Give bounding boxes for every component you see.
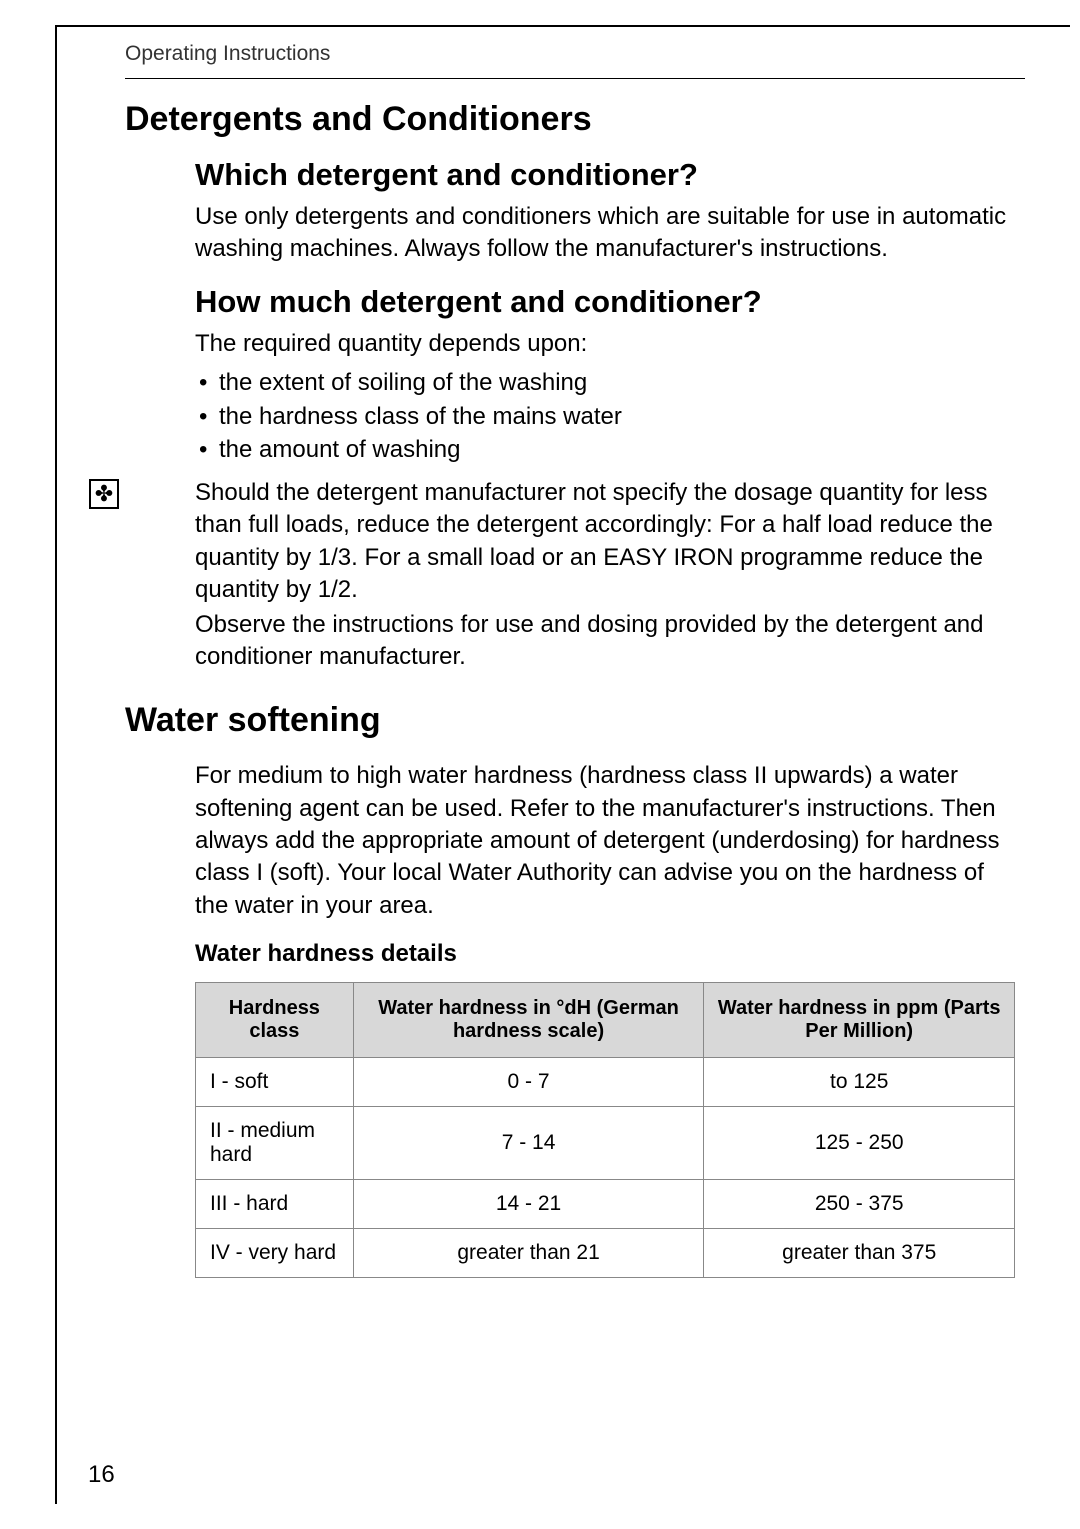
section1-sub2-intro: The required quantity depends upon:: [195, 328, 1020, 360]
water-hardness-table: Hardness class Water hardness in °dH (Ge…: [195, 982, 1015, 1278]
page-number: 16: [88, 1461, 115, 1489]
section2-para: For medium to high water hardness (hardn…: [195, 760, 1020, 922]
list-item: the hardness class of the mains water: [195, 400, 1020, 434]
table-cell: III - hard: [196, 1180, 354, 1229]
content-area: Detergents and Conditioners Which deterg…: [125, 100, 1020, 1278]
header-title: Operating Instructions: [125, 42, 330, 66]
section1-title: Detergents and Conditioners: [125, 100, 1020, 139]
section1-sub2-iconpara: Should the detergent manufacturer not sp…: [195, 477, 1020, 607]
table-row: II - medium hard 7 - 14 125 - 250: [196, 1107, 1015, 1180]
table-cell: I - soft: [196, 1058, 354, 1107]
table-header-cell: Hardness class: [196, 983, 354, 1058]
section1-sub2-title: How much detergent and conditioner?: [195, 284, 1020, 320]
header-rule: [125, 78, 1025, 79]
table-header-row: Hardness class Water hardness in °dH (Ge…: [196, 983, 1015, 1058]
table-title: Water hardness details: [195, 940, 1020, 968]
table-cell: II - medium hard: [196, 1107, 354, 1180]
table-row: IV - very hard greater than 21 greater t…: [196, 1229, 1015, 1278]
table-cell: IV - very hard: [196, 1229, 354, 1278]
list-item: the extent of soiling of the washing: [195, 366, 1020, 400]
table-cell: 250 - 375: [704, 1180, 1015, 1229]
clover-icon: ✤: [89, 479, 119, 509]
table-cell: 0 - 7: [353, 1058, 704, 1107]
section1-sub2-para2: Observe the instructions for use and dos…: [195, 609, 1020, 674]
section2-title: Water softening: [125, 701, 1020, 740]
table-cell: 125 - 250: [704, 1107, 1015, 1180]
table-row: I - soft 0 - 7 to 125: [196, 1058, 1015, 1107]
list-item: the amount of washing: [195, 433, 1020, 467]
table-cell: 14 - 21: [353, 1180, 704, 1229]
section1-sub1-title: Which detergent and conditioner?: [195, 157, 1020, 193]
table-header-cell: Water hardness in °dH (German hardness s…: [353, 983, 704, 1058]
table-cell: to 125: [704, 1058, 1015, 1107]
table-cell: 7 - 14: [353, 1107, 704, 1180]
table-header-cell: Water hardness in ppm (Parts Per Million…: [704, 983, 1015, 1058]
section1-sub1-para: Use only detergents and conditioners whi…: [195, 201, 1020, 266]
bullet-list: the extent of soiling of the washing the…: [195, 366, 1020, 467]
table-cell: greater than 375: [704, 1229, 1015, 1278]
icon-paragraph-wrap: ✤ Should the detergent manufacturer not …: [125, 477, 1020, 607]
table-row: III - hard 14 - 21 250 - 375: [196, 1180, 1015, 1229]
table-cell: greater than 21: [353, 1229, 704, 1278]
